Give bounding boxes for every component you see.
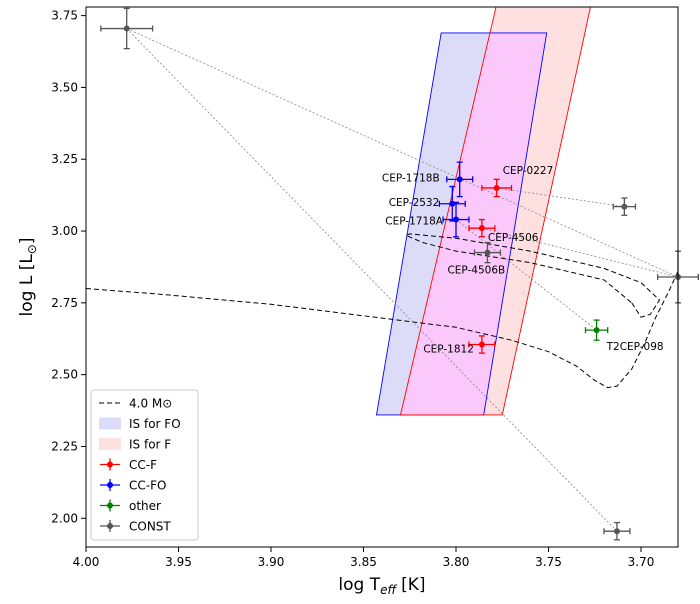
data-point-cc-fo [446, 161, 474, 198]
evolutionary-track [86, 270, 678, 389]
strip-overlap [400, 32, 547, 415]
x-axis-title-sub: eff [380, 583, 397, 597]
point-marker [449, 200, 456, 207]
x-axis-title-unit: [K] [401, 575, 425, 595]
y-tick-label: 2.25 [51, 439, 78, 453]
legend-label: CC-F [129, 458, 157, 472]
legend-entry: other [100, 499, 161, 513]
point-marker [478, 341, 485, 348]
data-point-cc-f [468, 218, 496, 238]
y-tick-label: 2.00 [51, 511, 78, 525]
legend: 4.0 M⊙ IS for FO IS for F CC-F CC-FO other CON… [90, 389, 199, 541]
x-tick-label: 3.85 [350, 555, 377, 569]
x-tick-label: 4.00 [73, 555, 100, 569]
point-marker [621, 203, 628, 210]
data-point-cc-f [468, 335, 496, 354]
legend-entry: CC-FO [100, 479, 166, 493]
y-tick-label: 3.00 [51, 224, 78, 238]
data-point-const [473, 241, 502, 264]
x-tick-label: 3.90 [258, 555, 285, 569]
point-marker [123, 25, 130, 32]
data-point-const [100, 7, 154, 50]
point-marker [453, 216, 459, 223]
evolutionary-track-loop [404, 233, 661, 318]
legend-patch-swatch [99, 417, 121, 430]
legend-label: IS for F [129, 438, 171, 452]
point-marker [493, 184, 500, 191]
point-marker [456, 176, 463, 183]
point-label: CEP-2532 [389, 197, 440, 209]
data-point-cc-fo [442, 201, 470, 238]
connection-line [496, 187, 625, 208]
legend-patch-swatch [99, 438, 121, 450]
y-tick-label: 2.50 [51, 368, 78, 382]
legend-entry: CONST [100, 520, 171, 534]
legend-label: other [129, 499, 161, 513]
x-tick-label: 3.70 [628, 555, 655, 569]
connection-line [481, 227, 678, 278]
y-axis-title-sun: ⊙ [25, 244, 39, 254]
y-axis-title-close: ] [17, 237, 37, 244]
legend-marker [107, 523, 113, 529]
point-marker [613, 528, 620, 535]
y-tick-label: 3.75 [51, 9, 78, 23]
legend-label: 4.0 M⊙ [129, 397, 172, 411]
legend-marker [107, 461, 113, 468]
point-label: CEP-4506 [488, 232, 539, 244]
data-point-cc-fo [438, 185, 466, 222]
point-label: CEP-1718B [382, 172, 440, 184]
y-tick-label: 3.50 [51, 80, 78, 94]
x-tick-label: 3.95 [165, 555, 192, 569]
point-marker [478, 225, 485, 232]
x-axis-title-main: log T [338, 575, 380, 595]
legend-marker [107, 482, 113, 488]
x-axis-title: log Teff [K] [338, 575, 425, 597]
data-point-cc-f [481, 178, 513, 198]
strip-edge-is-for-f [399, 7, 591, 416]
point-label: CEP-4506B [447, 265, 505, 277]
point-marker [593, 327, 600, 334]
legend-label: CC-FO [129, 479, 166, 493]
legend-entry: IS for F [99, 438, 171, 452]
data-point-const [603, 521, 631, 541]
point-marker [484, 249, 491, 256]
connection-line [455, 219, 597, 331]
y-axis-title-main: log L [L [17, 254, 37, 317]
connection-line [126, 28, 678, 278]
connection-line [126, 28, 618, 532]
point-label: CEP-1718A [385, 216, 444, 228]
point-label: CEP-1812 [423, 344, 474, 356]
data-point-other [584, 319, 609, 341]
x-tick-label: 3.80 [443, 555, 470, 569]
point-label: T2CEP-098 [606, 341, 664, 353]
data-point-const [612, 197, 637, 216]
legend-entry: 4.0 M⊙ [99, 397, 172, 411]
point-label: CEP-0227 [503, 165, 554, 177]
y-axis-title: log L [L⊙] [17, 237, 39, 316]
y-tick-label: 3.25 [51, 152, 78, 166]
legend-entry: IS for FO [99, 417, 181, 431]
legend-label: CONST [129, 520, 171, 534]
plot-frame [85, 6, 679, 548]
legend-entry: CC-F [100, 458, 157, 472]
x-tick-label: 3.75 [535, 555, 562, 569]
legend-label: IS for FO [129, 417, 181, 431]
y-tick-label: 2.75 [51, 296, 78, 310]
legend-marker [107, 502, 113, 509]
